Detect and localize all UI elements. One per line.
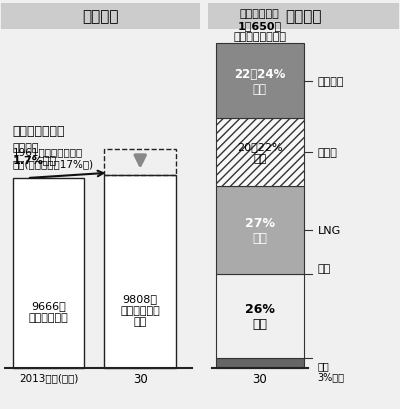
Bar bbox=[104, 149, 176, 175]
Bar bbox=[208, 4, 399, 30]
Text: 原子力: 原子力 bbox=[318, 148, 338, 158]
Text: 石油
3%程度: 石油 3%程度 bbox=[318, 360, 344, 382]
Bar bbox=[216, 274, 304, 358]
Text: 9666億
キロワット時: 9666億 キロワット時 bbox=[29, 300, 68, 322]
Text: 30: 30 bbox=[252, 372, 267, 385]
Text: 総発電電力量
1兆650億
キロワット時程度: 総発電電力量 1兆650億 キロワット時程度 bbox=[233, 9, 286, 42]
Bar bbox=[216, 44, 304, 119]
Text: 経済成長
1.7%／年: 経済成長 1.7%／年 bbox=[13, 143, 57, 164]
Text: 1961億キロワット時
程度(対策により17%減): 1961億キロワット時 程度(対策により17%減) bbox=[13, 147, 94, 169]
Bar bbox=[1, 4, 200, 30]
Text: 22～24%
程度: 22～24% 程度 bbox=[234, 67, 286, 96]
Text: 電力需要: 電力需要 bbox=[82, 9, 118, 25]
Text: 26%
程度: 26% 程度 bbox=[245, 302, 275, 330]
Text: 27%
程度: 27% 程度 bbox=[245, 216, 275, 244]
Text: 再生エネ: 再生エネ bbox=[318, 76, 344, 87]
Text: 徹底した省エネ: 徹底した省エネ bbox=[13, 124, 65, 137]
Text: 9808億
キロワット時
程度: 9808億 キロワット時 程度 bbox=[120, 294, 160, 327]
Bar bbox=[216, 119, 304, 187]
Bar bbox=[13, 179, 84, 368]
Bar bbox=[216, 187, 304, 274]
Bar bbox=[104, 175, 176, 368]
Text: 20～22%
程度: 20～22% 程度 bbox=[237, 142, 283, 164]
Text: LNG: LNG bbox=[318, 225, 341, 235]
Text: 2013年度(実績): 2013年度(実績) bbox=[19, 372, 78, 382]
Text: 石炭: 石炭 bbox=[318, 263, 331, 273]
Bar bbox=[216, 358, 304, 368]
Text: 電源構成: 電源構成 bbox=[285, 9, 322, 25]
Text: 30: 30 bbox=[133, 372, 148, 385]
